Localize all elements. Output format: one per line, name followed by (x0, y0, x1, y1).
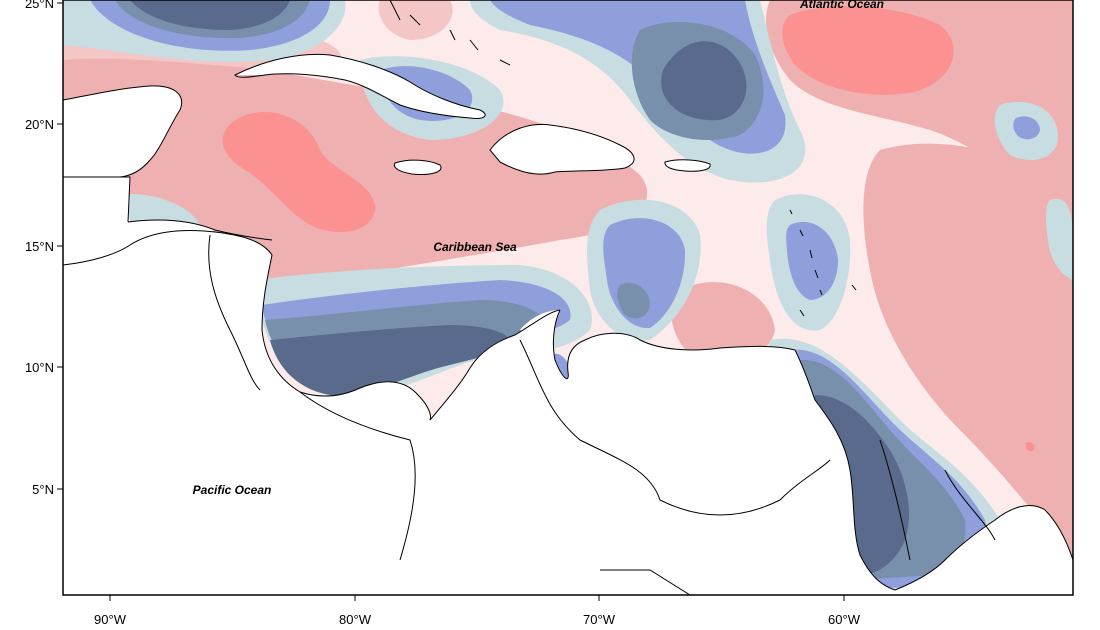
lat-label-25: 25°N (25, 0, 54, 11)
lat-label-5: 5°N (32, 482, 54, 497)
south-america-land (63, 230, 1073, 595)
east-positive-speck (1025, 442, 1035, 452)
central-america-land (63, 175, 215, 268)
interior-borders (208, 234, 996, 595)
atlantic-positive-core (782, 6, 954, 95)
east-halo-edge (1045, 198, 1073, 280)
lon-label-90: 90°W (94, 612, 127, 627)
jamaica-land (394, 160, 441, 175)
hispaniola-coast (489, 123, 635, 175)
pacific-ocean-label: Pacific Ocean (193, 483, 272, 497)
map-frame (62, 0, 1074, 596)
caribbean-positive-area (63, 51, 648, 286)
puerto-rico-land (664, 159, 711, 172)
lat-label-20: 20°N (25, 117, 54, 132)
bahamas-islands (389, 0, 511, 66)
strong-positive-cores (222, 6, 1035, 452)
coastlines (63, 0, 1073, 595)
belize-border (63, 176, 131, 223)
colombia-deep (270, 325, 511, 396)
lat-label-10: 10°N (25, 360, 54, 375)
longitude-axis: 90°W 80°W 70°W 60°W (94, 595, 861, 627)
lon-label-60: 60°W (828, 612, 861, 627)
central-america-coast (63, 230, 561, 421)
east-atlantic-positive-area (863, 143, 1073, 560)
caribbean-sea-label: Caribbean Sea (433, 240, 517, 254)
puerto-rico-coast (664, 159, 711, 172)
jamaica-coast (393, 159, 442, 175)
guianas-coast (894, 505, 1073, 591)
hispaniola-land (490, 124, 635, 175)
positive-anomaly-areas (63, 0, 1073, 560)
land-masses (63, 54, 1073, 595)
north-deep-west (130, 0, 290, 30)
venezuela-coast (552, 309, 896, 591)
lesser-antilles (789, 209, 857, 317)
lon-label-70: 70°W (583, 612, 616, 627)
venezuela-offshore-positive (671, 282, 775, 362)
east-light-small (1013, 116, 1040, 140)
central-caribbean-mid (617, 282, 650, 319)
yucatan-land (63, 85, 182, 177)
yucatan-coast (63, 85, 182, 178)
caribbean-positive-core (222, 111, 376, 233)
anomaly-field (63, 0, 1073, 595)
atlantic-ocean-label: Atlantic Ocean (799, 0, 884, 11)
latitude-axis: 25°N 20°N 15°N 10°N 5°N (25, 0, 63, 497)
antilles-light (786, 221, 838, 300)
guajira-land (520, 310, 560, 336)
lat-label-15: 15°N (25, 239, 54, 254)
cuba-coast (234, 53, 486, 119)
lon-label-80: 80°W (339, 612, 372, 627)
honduras-coast (127, 219, 273, 241)
cuba-land (235, 54, 486, 119)
central-atlantic-deep (661, 41, 747, 121)
